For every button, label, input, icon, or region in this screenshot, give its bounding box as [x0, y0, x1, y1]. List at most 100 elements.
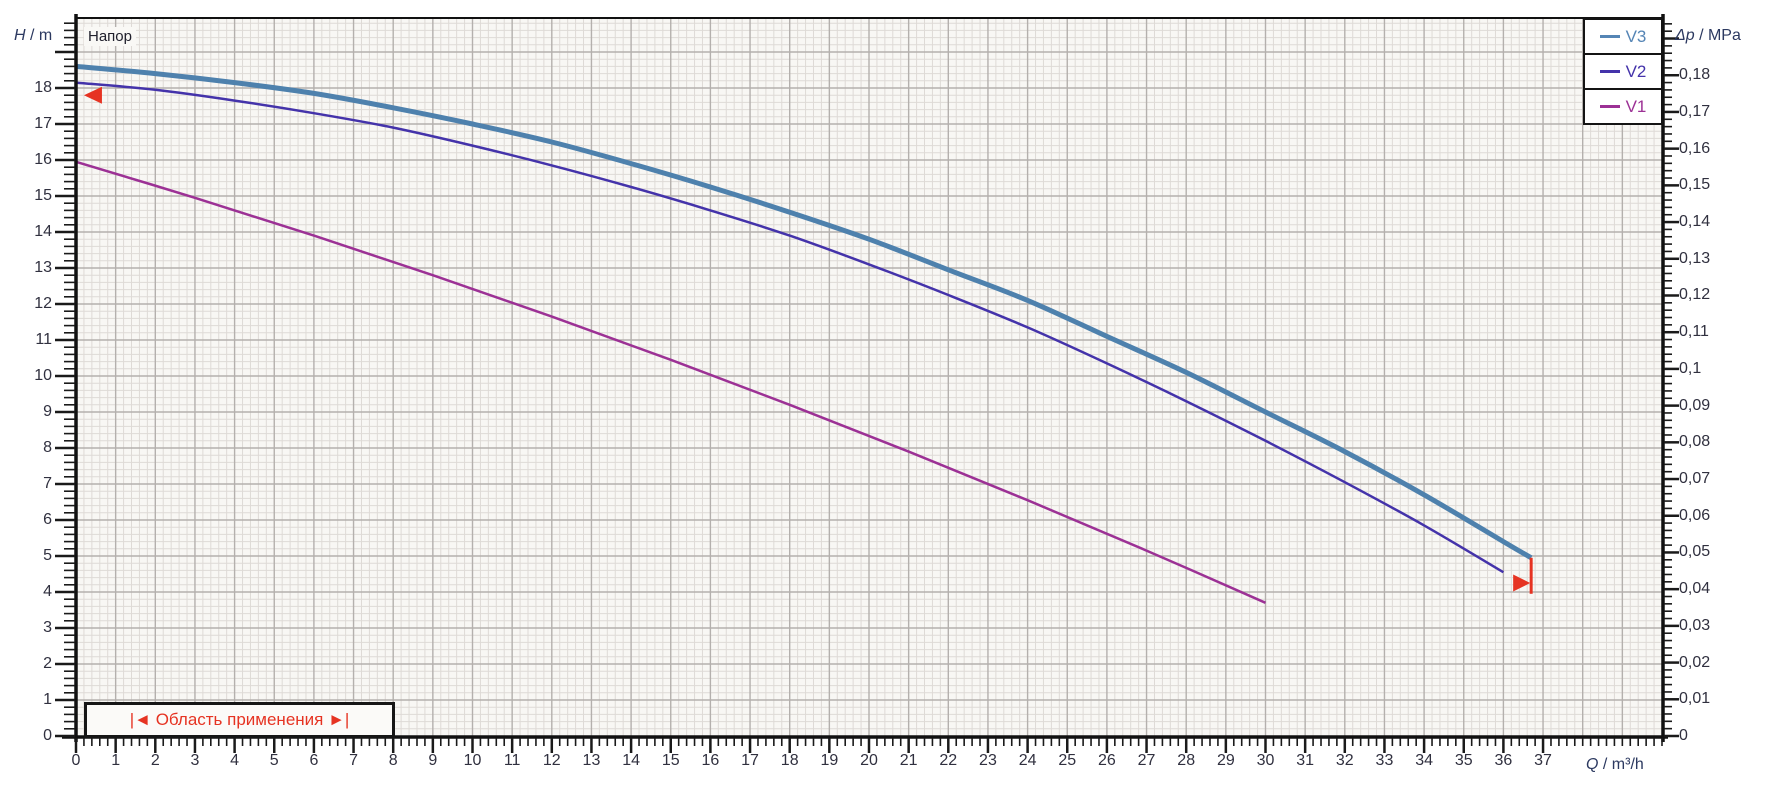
x-tick-label: 15 [661, 752, 680, 769]
x-tick-label: 34 [1415, 752, 1433, 769]
x-tick-label: 35 [1454, 752, 1473, 769]
left-tick-label: 0 [43, 727, 52, 744]
left-tick-label: 8 [43, 439, 52, 456]
x-tick-label: 21 [899, 752, 918, 769]
curve-v1 [75, 160, 1267, 604]
left-tick-label: 13 [34, 259, 52, 276]
left-tick-label: 5 [43, 547, 52, 564]
x-tick-label: 25 [1058, 752, 1077, 769]
right-tick-label: 0,04 [1679, 580, 1711, 598]
left-tick-label: 7 [43, 475, 52, 492]
legend-label-v1: V1 [1625, 97, 1647, 116]
x-tick-label: 22 [939, 752, 958, 769]
right-axis-title: Δp / MPa [1675, 27, 1741, 45]
left-axis-title: H / m [14, 27, 52, 45]
x-tick-label: 36 [1494, 752, 1513, 769]
chart-title: Напор [84, 27, 136, 46]
x-tick-label: 30 [1256, 752, 1275, 769]
right-tick-label: 0,1 [1679, 359, 1702, 377]
legend: V3 V2 V1 [1583, 18, 1663, 125]
x-tick-label: 17 [741, 752, 759, 769]
curve-v2 [75, 81, 1505, 574]
legend-label-v3: V3 [1625, 27, 1647, 46]
x-tick-label: 4 [230, 752, 240, 769]
left-tick-label: 9 [43, 403, 52, 420]
left-tick-label: 11 [35, 331, 52, 348]
x-tick-label: 23 [979, 752, 997, 769]
right-tick-label: 0,11 [1679, 323, 1709, 341]
x-tick-label: 26 [1097, 752, 1116, 769]
v3-line-swatch [1599, 35, 1620, 38]
v2-line-swatch [1599, 70, 1620, 73]
x-tick-label: 0 [71, 752, 81, 769]
right-tick-label: 0,09 [1679, 396, 1711, 414]
right-tick-label: 0,13 [1679, 249, 1711, 267]
right-tick-label: 0,15 [1679, 176, 1711, 194]
left-tick-label: 2 [43, 655, 52, 672]
range-start-arrow-icon [83, 86, 102, 104]
right-tick-label: 0,02 [1679, 653, 1711, 671]
left-tick-label: 10 [34, 367, 52, 384]
right-axis-unit: / MPa [1694, 27, 1741, 44]
right-tick-label: 0,14 [1679, 213, 1711, 231]
left-tick-label: 1 [43, 691, 52, 708]
x-tick-label: 12 [542, 752, 561, 769]
x-tick-label: 24 [1018, 752, 1037, 769]
right-tick-label: 0,08 [1679, 433, 1711, 451]
application-range-label: |◄ Область применения ►| [83, 702, 396, 738]
legend-item-v3: V3 [1585, 20, 1661, 53]
x-tick-label: 13 [582, 752, 601, 769]
x-tick-label: 28 [1177, 752, 1196, 769]
v1-line-swatch [1599, 105, 1620, 108]
x-tick-label: 7 [349, 752, 358, 769]
left-tick-label: 12 [34, 295, 52, 312]
x-tick-label: 31 [1296, 752, 1315, 769]
right-tick-label: 0,12 [1679, 286, 1711, 304]
x-tick-label: 3 [190, 752, 200, 769]
range-end-arrow-icon [1513, 574, 1531, 592]
x-tick-label: 10 [463, 752, 482, 769]
left-tick-label: 16 [34, 151, 52, 168]
left-axis-unit: / m [25, 27, 53, 44]
x-tick-label: 6 [309, 752, 319, 769]
x-tick-label: 11 [503, 752, 521, 769]
x-tick-label: 5 [269, 752, 279, 769]
x-tick-label: 20 [860, 752, 878, 769]
x-tick-label: 9 [428, 752, 438, 769]
left-tick-label: 15 [34, 187, 52, 204]
left-axis-symbol: H [14, 27, 26, 44]
left-tick-label: 17 [34, 115, 52, 132]
right-tick-label: 0,05 [1679, 543, 1711, 561]
x-tick-label: 27 [1137, 752, 1156, 769]
right-tick-label: 0 [1679, 727, 1688, 744]
x-tick-label: 32 [1335, 752, 1354, 769]
right-tick-label: 0,07 [1679, 470, 1711, 488]
legend-item-v2: V2 [1585, 53, 1661, 88]
x-axis-title: Q / m³/h [1586, 756, 1644, 774]
right-tick-label: 0,01 [1679, 690, 1711, 708]
right-tick-label: 0,03 [1679, 616, 1711, 634]
x-tick-label: 1 [111, 752, 121, 769]
x-tick-label: 18 [780, 752, 799, 769]
x-tick-label: 2 [150, 752, 160, 769]
legend-label-v2: V2 [1625, 62, 1647, 81]
x-tick-label: 19 [820, 752, 839, 769]
right-tick-label: 0,16 [1679, 139, 1711, 157]
x-tick-label: 37 [1534, 752, 1552, 769]
left-tick-label: 14 [34, 223, 52, 240]
x-tick-label: 16 [701, 752, 720, 769]
x-axis-unit: / m³/h [1598, 756, 1644, 773]
left-tick-label: 6 [43, 511, 52, 528]
x-tick-label: 29 [1216, 752, 1235, 769]
x-tick-label: 14 [622, 752, 640, 769]
left-tick-label: 4 [43, 583, 52, 600]
right-tick-label: 0,17 [1679, 102, 1711, 120]
right-tick-label: 0,18 [1679, 66, 1711, 84]
x-tick-label: 8 [388, 752, 398, 769]
x-axis-symbol: Q [1586, 756, 1599, 773]
left-tick-label: 18 [34, 79, 52, 96]
right-axis-symbol: Δp [1675, 27, 1695, 44]
left-tick-label: 3 [43, 619, 52, 636]
